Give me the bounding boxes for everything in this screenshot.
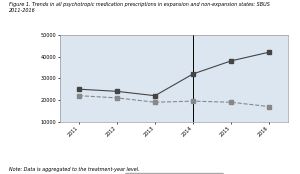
Text: Note: Data is aggregated to the treatment-year level.: Note: Data is aggregated to the treatmen…: [9, 167, 140, 172]
Text: Figure 1. Trends in all psychotropic medication prescriptions in expansion and n: Figure 1. Trends in all psychotropic med…: [9, 2, 270, 13]
Legend: Expansion, Non-expansion: Expansion, Non-expansion: [125, 173, 223, 174]
